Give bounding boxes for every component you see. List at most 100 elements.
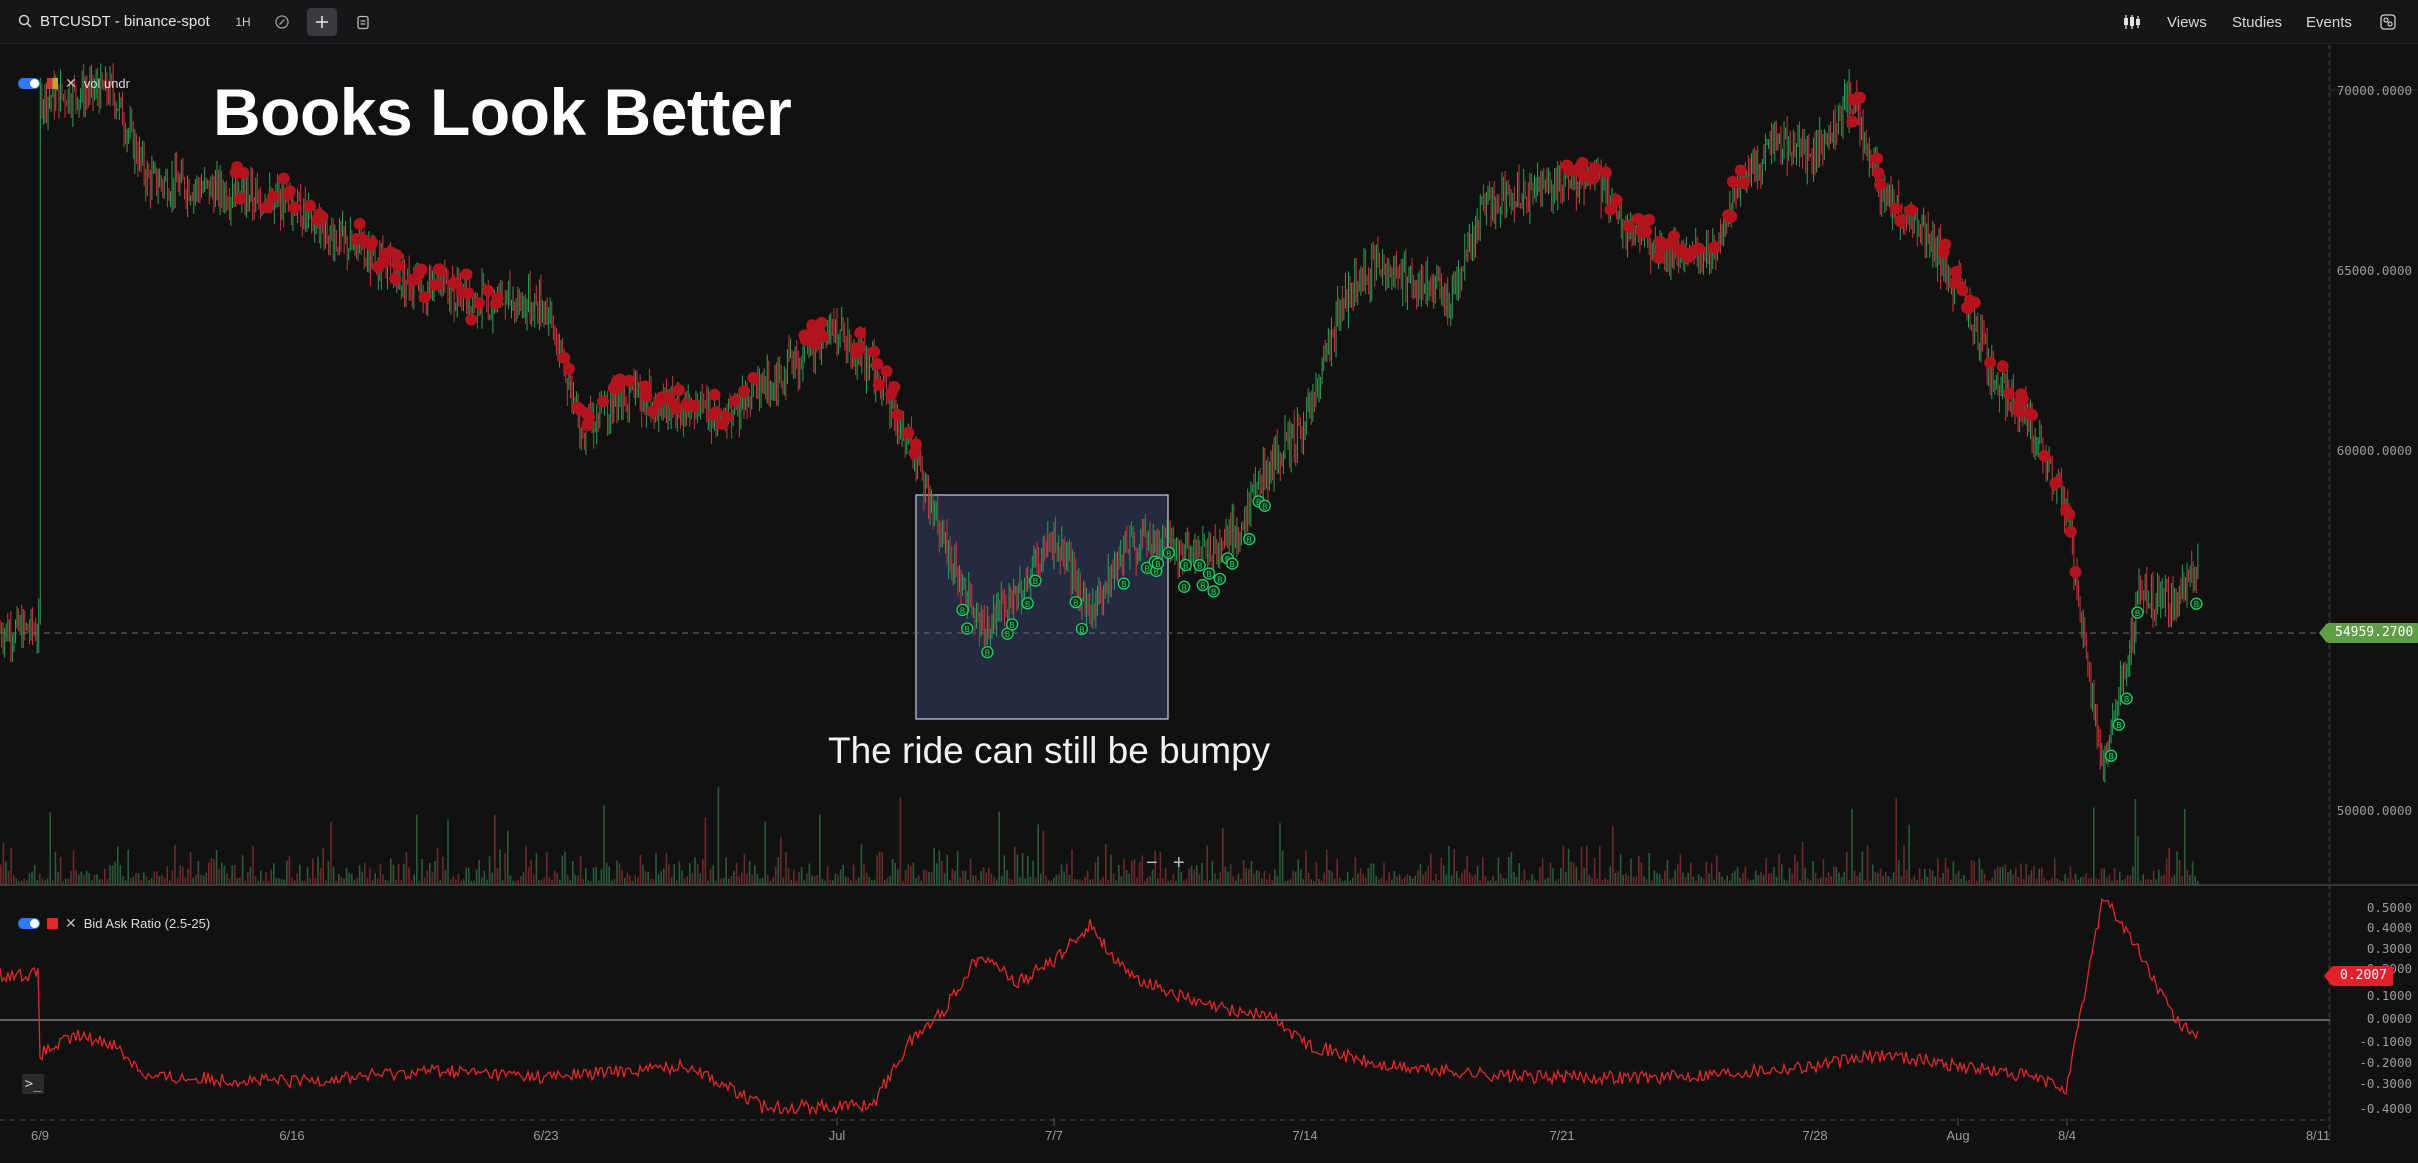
interval-button[interactable]: 1H [235, 15, 251, 29]
volume-bar [1016, 854, 1019, 885]
b-marker [1202, 567, 1216, 580]
volume-bar [1950, 879, 1952, 885]
legend-toggle[interactable] [18, 918, 40, 929]
volume-bar [351, 873, 353, 885]
b-marker-label: B [2124, 695, 2130, 704]
events-button[interactable]: Events [2306, 13, 2352, 31]
b-marker-label: B [1009, 621, 1015, 630]
current-ratio-tag: 0.2007 [2324, 966, 2393, 986]
vol-dot [1623, 220, 1636, 233]
volume-bar [1596, 878, 1598, 885]
volume-bar [208, 862, 210, 885]
b-marker-label: B [1025, 600, 1031, 609]
b-marker-label: B [1197, 562, 1203, 571]
volume-bar [1313, 880, 1315, 885]
volume-bar [1671, 877, 1674, 885]
volume-bar [273, 863, 275, 885]
volume-bar [1853, 870, 1856, 885]
volume-bar [1788, 868, 1791, 885]
volume-bar [951, 869, 954, 885]
studies-button[interactable]: Studies [2232, 13, 2283, 31]
main-legend[interactable]: ✕ vol undr [18, 75, 130, 92]
volume-bar [1105, 844, 1107, 885]
x-label: Jul [828, 1128, 846, 1143]
draw-button[interactable] [267, 8, 297, 36]
volume-bar [631, 880, 634, 885]
settings-button[interactable] [2373, 8, 2403, 36]
volume-bar [392, 864, 395, 885]
volume-bar [1749, 880, 1752, 885]
volume-bar [156, 871, 158, 885]
volume-bar [598, 880, 600, 885]
close-icon[interactable]: ✕ [65, 75, 77, 91]
volume-bar [1742, 872, 1744, 885]
chart-type-button[interactable] [2117, 8, 2147, 36]
x-label: Aug [1946, 1128, 1970, 1143]
sub-legend[interactable]: ✕ Bid Ask Ratio (2.5-25) [18, 915, 210, 932]
volume-bar [1994, 869, 1996, 885]
volume-bar [132, 876, 135, 885]
legend-toggle[interactable] [18, 78, 40, 89]
volume-bar [1879, 868, 1882, 885]
volume-bar [1552, 868, 1554, 885]
volume-bar [629, 875, 631, 885]
volume-bar [655, 852, 657, 885]
add-button[interactable] [307, 8, 337, 36]
y-label: 65000.0000 [2336, 263, 2412, 278]
volume-bar [2197, 880, 2199, 885]
terminal-icon[interactable]: >_ [22, 1074, 44, 1094]
volume-bar [551, 879, 553, 885]
b-marker [1213, 572, 1226, 586]
volume-bar [894, 863, 896, 885]
volume-bar [1830, 876, 1832, 885]
top-toolbar: BTCUSDT - binance-spot 1H Views Studies … [0, 0, 2418, 44]
volume-bar [2152, 871, 2155, 885]
zoom-in-button[interactable]: + [1173, 852, 1185, 874]
volume-bar [1107, 879, 1110, 885]
volume-bar [852, 864, 855, 885]
volume-bar [522, 872, 525, 885]
volume-bar [941, 860, 943, 885]
volume-bar [1445, 874, 1448, 885]
volume-bar [816, 875, 818, 885]
volume-bar [543, 877, 545, 885]
volume-bar [1528, 880, 1531, 885]
zoom-out-button[interactable]: − [1146, 852, 1158, 874]
volume-bar [1609, 866, 1611, 885]
symbol-search[interactable]: BTCUSDT - binance-spot [10, 8, 218, 34]
volume-bar [1201, 862, 1203, 885]
y-label: 0.0000 [2366, 1011, 2412, 1026]
volume-bar [912, 862, 915, 885]
volume-bar [2093, 807, 2095, 885]
volume-bar [1404, 876, 1406, 885]
volume-bar [1536, 880, 1539, 885]
volume-bar [990, 873, 993, 885]
y-label: 0.4000 [2366, 920, 2412, 935]
volume-bar [1357, 873, 1359, 885]
volume-bar [1110, 854, 1112, 885]
volume-bar [2119, 871, 2121, 885]
volume-bar [751, 874, 753, 885]
vol-dot [2026, 408, 2039, 421]
volume-bar [442, 856, 444, 885]
b-marker [2190, 597, 2203, 610]
volume-bar [1300, 869, 1302, 885]
volume-bar [1001, 875, 1003, 885]
close-icon[interactable]: ✕ [65, 915, 77, 931]
volume-bar [452, 876, 454, 885]
volume-bar [1783, 879, 1786, 885]
vol-dot [1948, 277, 1961, 290]
b-marker-label: B [2135, 609, 2141, 618]
vol-dot [434, 263, 447, 276]
volume-bar [743, 853, 746, 885]
volume-bar [1302, 879, 1305, 885]
volume-bar [1406, 874, 1409, 885]
volume-bar [1131, 860, 1133, 885]
views-button[interactable]: Views [2167, 13, 2207, 31]
b-marker [1207, 585, 1220, 598]
volume-bar [1092, 879, 1094, 885]
vol-dot [260, 201, 273, 214]
clipboard-button[interactable] [348, 8, 378, 36]
volume-bar [0, 864, 2, 885]
